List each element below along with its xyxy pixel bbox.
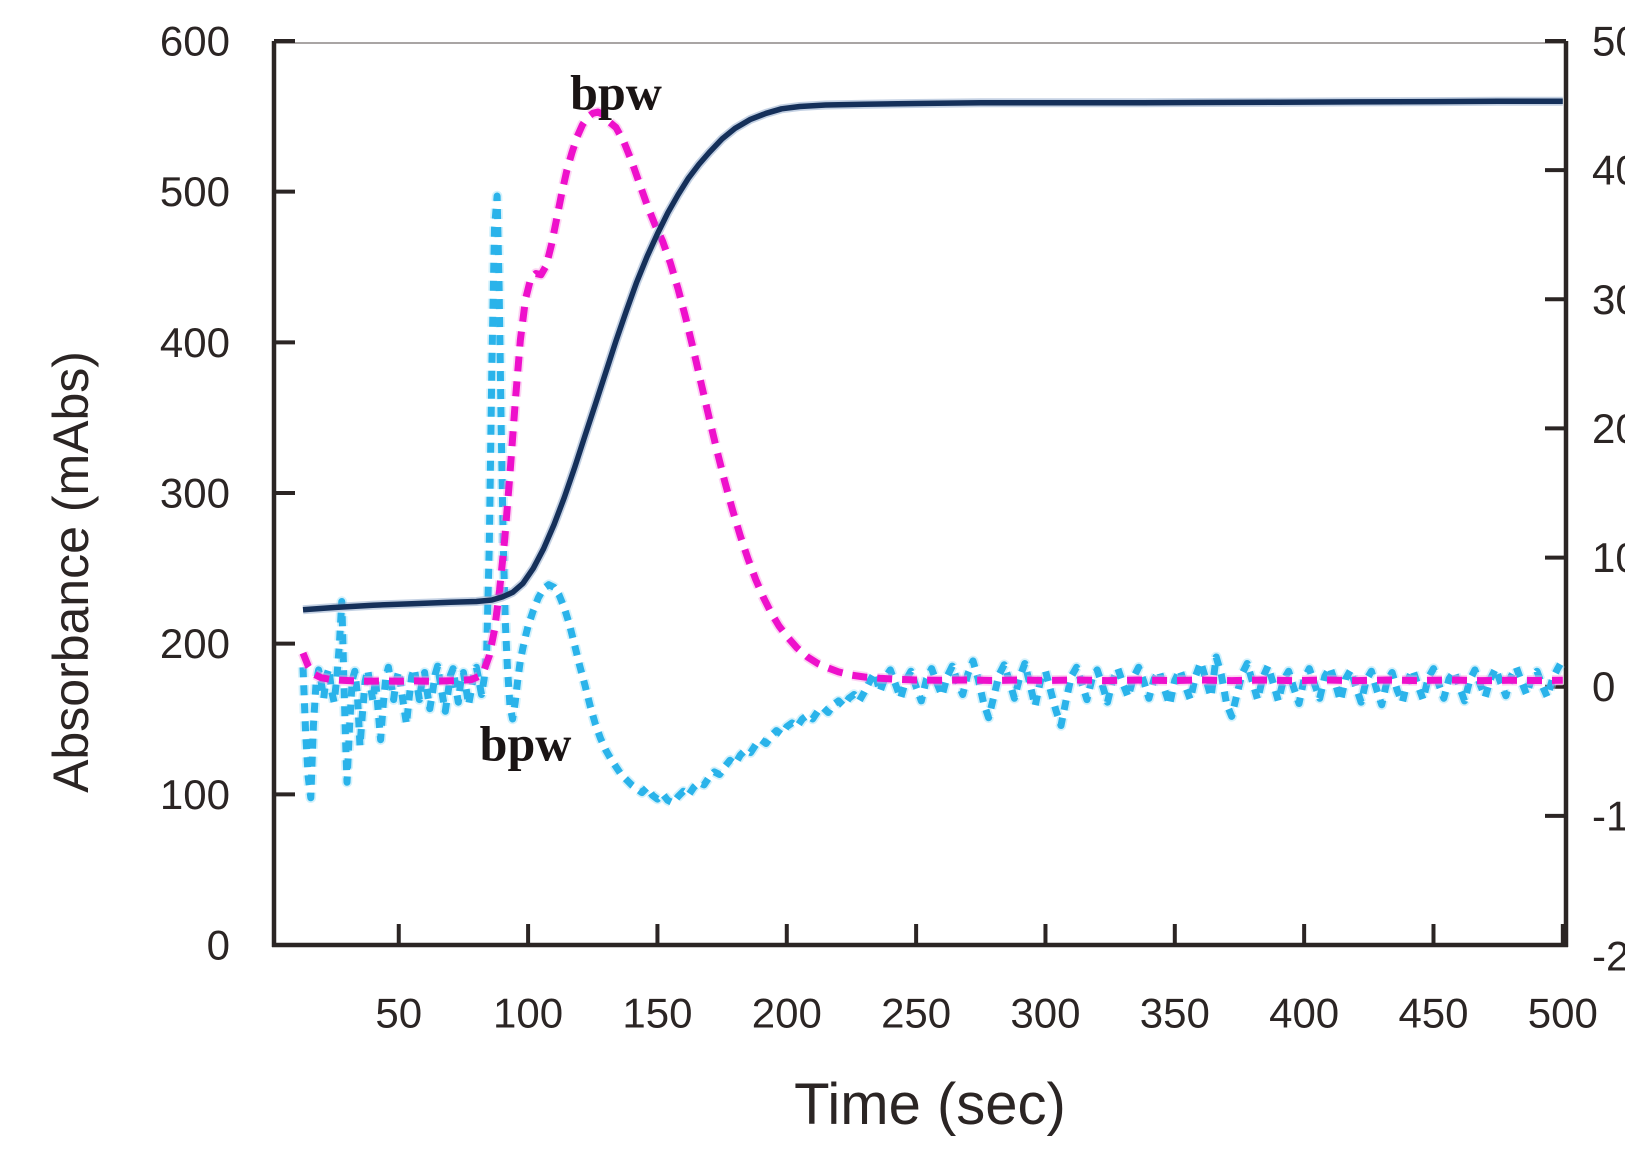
y-right-tick-label: -10 [1592, 792, 1625, 839]
y-left-tick-label: 0 [207, 922, 230, 969]
annotation-bpw-peak: bpw [570, 65, 662, 121]
x-tick-label: 350 [1140, 990, 1210, 1037]
y-right-tick-label: -20 [1592, 933, 1625, 980]
x-tick-label: 100 [493, 990, 563, 1037]
series-magenta-dashed-bpw [299, 108, 1563, 685]
y-right-tick-label: 10 [1592, 534, 1625, 581]
x-tick-label: 150 [622, 990, 692, 1037]
y-left-tick-label: 100 [160, 771, 230, 818]
y-right-tick-label: 20 [1592, 405, 1625, 452]
x-tick-label: 400 [1269, 990, 1339, 1037]
x-tick-label: 300 [1010, 990, 1080, 1037]
annotation-bpw-trough: bpw [480, 716, 572, 772]
y-right-tick-label: 0 [1592, 663, 1615, 710]
x-tick-label: 250 [881, 990, 951, 1037]
x-tick-label: 200 [752, 990, 822, 1037]
series-cyan-dashed-bpw [299, 192, 1566, 807]
chart-canvas: 0 100 200 300 400 500 600 -20 -10 0 10 20 30 40 50 50 10… [43, 18, 1625, 1137]
y-right-tick-label: 30 [1592, 276, 1625, 323]
y-left-tick-label: 200 [160, 620, 230, 667]
y-left-tick-label: 600 [160, 18, 230, 65]
y-left-tick-label: 300 [160, 470, 230, 517]
x-axis-title: Time (sec) [794, 1072, 1066, 1136]
chromatogram-chart-figure: 0 100 200 300 400 500 600 -20 -10 0 10 20 30 40 50 50 10… [40, 16, 1625, 1136]
y-right-tick-label: 40 [1592, 147, 1625, 194]
y-left-tick-label: 400 [160, 319, 230, 366]
y-left-tick-label: 500 [160, 168, 230, 215]
series-navy-solid-absorbance [302, 98, 1563, 613]
x-tick-label: 450 [1398, 990, 1468, 1037]
x-tick-label: 50 [375, 990, 422, 1037]
y-axis-title: Absorbance (mAbs) [43, 351, 99, 793]
y-right-tick-label: 50 [1592, 18, 1625, 65]
x-tick-label: 500 [1528, 990, 1598, 1037]
